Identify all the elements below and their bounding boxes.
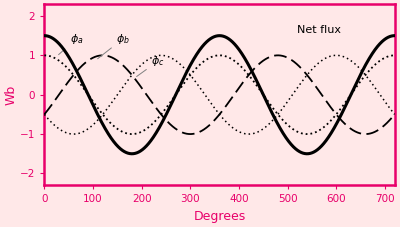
Text: $\phi_b$: $\phi_b$ xyxy=(98,32,130,59)
Text: $\phi_a$: $\phi_a$ xyxy=(58,32,83,55)
Text: $\phi_c$: $\phi_c$ xyxy=(137,54,165,76)
Y-axis label: Wb: Wb xyxy=(4,85,17,105)
X-axis label: Degrees: Degrees xyxy=(193,210,246,223)
Text: Net flux: Net flux xyxy=(297,25,341,35)
